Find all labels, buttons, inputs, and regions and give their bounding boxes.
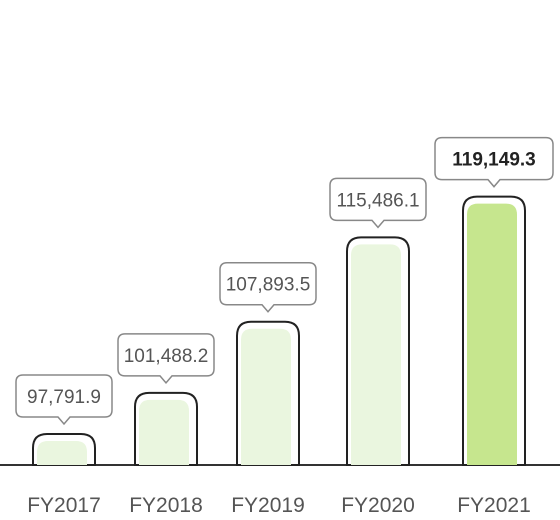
category-label: FY2017 [27,494,101,517]
bar-fill-fy2019 [241,328,291,465]
value-callout-box [434,136,554,188]
category-labels-group: FY2017 FY2018 FY2019 FY2020 FY2021 [27,494,531,517]
bar-fill-fy2021 [467,203,517,465]
bars-group [32,195,526,466]
category-label: FY2021 [457,494,531,517]
value-callout-box [117,333,215,385]
value-callout-box [15,374,113,426]
bar-fill-fy2017 [37,440,87,465]
value-label: 97,791.9 [27,387,101,408]
category-label: FY2018 [129,494,203,517]
value-callout-box [219,261,317,313]
value-label: 101,488.2 [124,346,209,367]
category-label: FY2020 [341,494,415,517]
bar-fill-fy2018 [139,399,189,465]
value-callout-box [329,177,427,229]
bar-fill-fy2020 [351,244,401,465]
value-label: 107,893.5 [226,275,311,296]
value-label: 115,486.1 [336,190,419,211]
category-label: FY2019 [231,494,305,517]
value-label: 119,149.3 [452,150,535,171]
value-labels-group: 97,791.9 101,488.2 107,893.5 115,486.1 119,1… [15,136,554,426]
